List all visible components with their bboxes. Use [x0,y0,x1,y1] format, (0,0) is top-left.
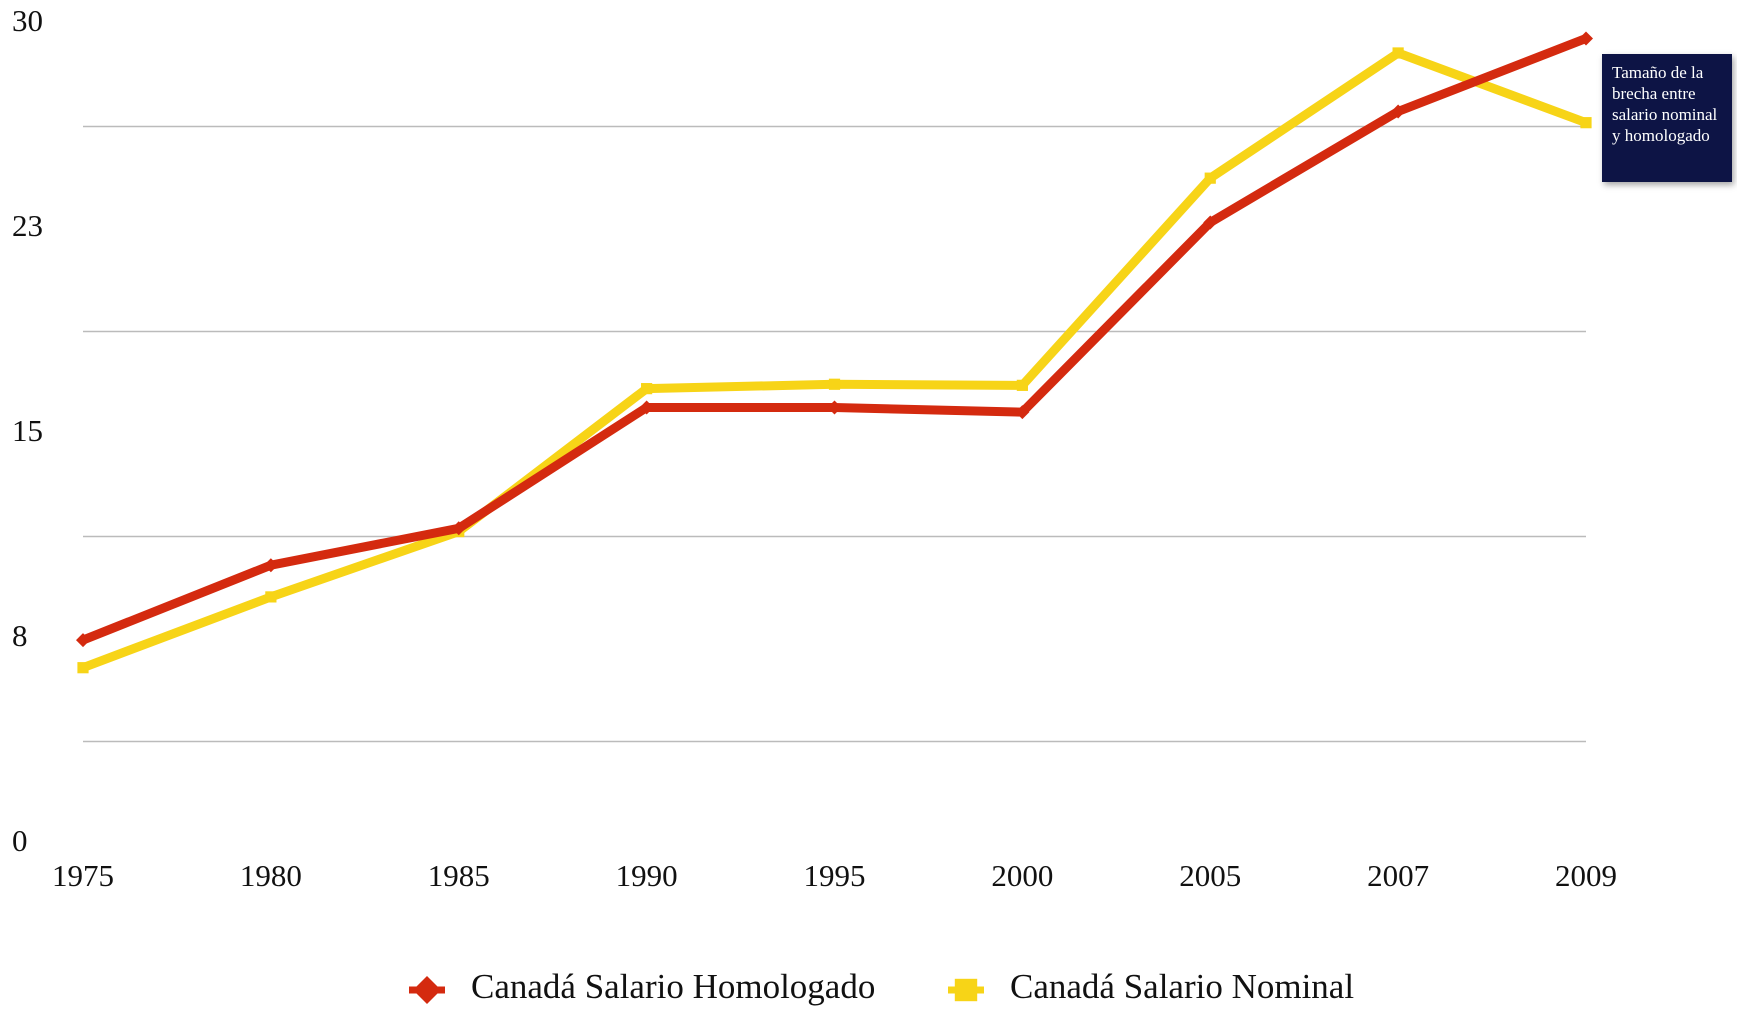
point [263,558,278,573]
legend-label: Canadá Salario Nominal [1010,967,1354,1006]
legend-label: Canadá Salario Homologado [471,967,875,1006]
y-tick-label: 23 [12,208,43,243]
x-tick-label: 1990 [616,858,678,893]
x-tick-label: 1985 [428,858,490,893]
x-tick-label: 2005 [1179,858,1241,893]
x-tick-label: 2009 [1555,858,1617,893]
point [1203,215,1218,230]
point [1015,405,1030,420]
x-tick-label: 1980 [240,858,302,893]
point [1392,47,1404,59]
y-tick-label: 8 [12,618,28,653]
x-tick-label: 1995 [804,858,866,893]
x-tick-label: 2000 [991,858,1053,893]
point [1580,117,1592,129]
point [1579,31,1593,46]
point [1391,104,1406,119]
x-tick-label: 2007 [1367,858,1429,893]
point [265,591,277,603]
y-tick-label: 0 [12,823,28,858]
y-tick-label: 30 [12,3,43,38]
point [451,521,466,536]
point [828,378,841,390]
point [641,383,653,395]
annotation: Tamaño de la brecha entre salario nomina… [1602,54,1732,182]
point [1016,379,1028,391]
point [827,400,842,415]
point [1204,172,1216,184]
point [639,400,654,415]
y-tick-label: 15 [12,413,43,448]
series-line [81,34,1588,645]
point [77,662,89,674]
x-tick-label: 1975 [52,858,114,893]
series-line [81,48,1588,672]
point [76,633,90,648]
